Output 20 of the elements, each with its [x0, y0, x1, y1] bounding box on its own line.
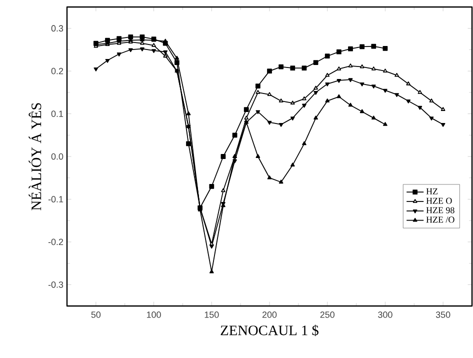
x-tick-label: 100 — [146, 312, 161, 318]
y-axis-title: NÉÀLIÓY Á YÊS — [28, 103, 42, 210]
y-tick-label: 0.2 — [51, 68, 64, 74]
x-tick-label: 250 — [320, 312, 334, 318]
y-tick-label: -0.2 — [48, 238, 64, 246]
x-tick-label: 200 — [262, 312, 277, 318]
y-tick-label: 0.0 — [51, 153, 64, 160]
legend-label: HZE O — [426, 198, 452, 204]
x-tick-label: 50 — [91, 312, 101, 318]
y-tick-label: -0.3 — [48, 281, 64, 288]
y-tick-label: 0.1 — [51, 110, 64, 117]
legend-label: HZE 98 — [426, 207, 454, 214]
legend-label: HZ — [426, 188, 438, 194]
y-tick-label: 0.3 — [51, 25, 64, 32]
x-tick-label: 150 — [204, 312, 219, 318]
y-tick-label: -0.1 — [48, 196, 64, 202]
x-tick-label: 300 — [378, 312, 392, 318]
x-tick-label: 350 — [436, 312, 450, 318]
legend-label: HZE /O — [426, 216, 454, 223]
x-axis-title: ZENOCAUL 1 $ — [220, 324, 318, 336]
